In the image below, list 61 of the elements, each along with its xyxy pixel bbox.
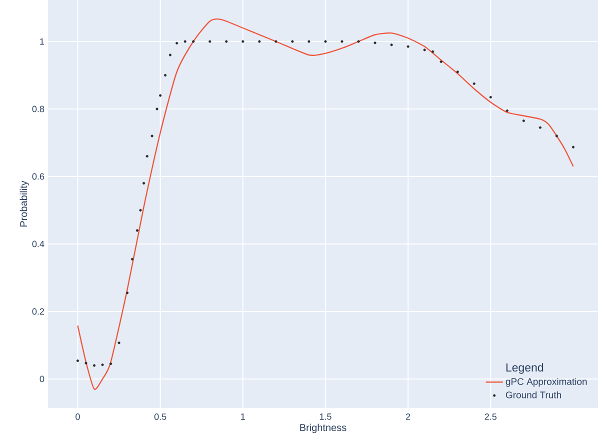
x-tick-label: 0: [76, 414, 80, 420]
legend-label: gPC Approximation: [506, 378, 587, 387]
x-tick-label: 2: [406, 414, 410, 420]
point: [136, 229, 138, 232]
point: [308, 40, 310, 43]
point: [538, 126, 542, 129]
point: [440, 60, 442, 64]
point: [109, 362, 112, 366]
point: [374, 42, 376, 44]
x-tick-label: 2.5: [484, 414, 497, 420]
point: [184, 40, 186, 43]
legend-label: Ground Truth: [506, 391, 561, 398]
y-tick-label: 1: [40, 38, 44, 45]
point: [142, 182, 146, 185]
y-tick-label: 0.8: [32, 106, 44, 112]
point: [390, 44, 393, 46]
point: [406, 45, 410, 48]
legend-title: Legend: [506, 363, 544, 374]
y-tick-label: 0.4: [32, 240, 44, 248]
point: [118, 342, 120, 344]
point: [146, 154, 148, 158]
point: [164, 74, 167, 77]
x-tick-label: 1.5: [320, 414, 332, 420]
point: [291, 40, 294, 43]
point: [101, 363, 104, 366]
x-axis-title: Brightness: [300, 424, 346, 434]
y-tick-label: 0.6: [32, 173, 44, 180]
point: [192, 40, 195, 43]
point: [324, 40, 327, 43]
point: [242, 40, 244, 43]
point: [159, 94, 162, 97]
point: [506, 109, 508, 112]
x-tick-label: 1: [241, 414, 245, 420]
point: [208, 40, 212, 43]
point: [225, 40, 228, 43]
y-tick-label: 0.2: [32, 308, 44, 315]
point: [274, 40, 278, 43]
point: [572, 146, 575, 148]
y-tick-label: 0: [40, 376, 44, 382]
point: [432, 50, 434, 53]
point: [92, 364, 96, 367]
point: [139, 208, 142, 212]
point: [130, 258, 134, 260]
point: [126, 292, 129, 294]
point: [489, 96, 492, 98]
point: [168, 54, 172, 56]
point: [357, 40, 360, 43]
point: [555, 134, 558, 138]
point: [456, 70, 459, 74]
point: [150, 134, 154, 138]
point: [76, 359, 80, 362]
point: [472, 82, 476, 85]
point: [423, 48, 426, 52]
point: [156, 108, 158, 110]
point: [84, 362, 88, 364]
x-tick-label: 0.5: [154, 414, 166, 420]
point: [340, 40, 344, 43]
point: [258, 40, 261, 43]
y-axis-title: Probability: [20, 180, 30, 227]
point: [522, 120, 525, 122]
point: [176, 42, 178, 44]
